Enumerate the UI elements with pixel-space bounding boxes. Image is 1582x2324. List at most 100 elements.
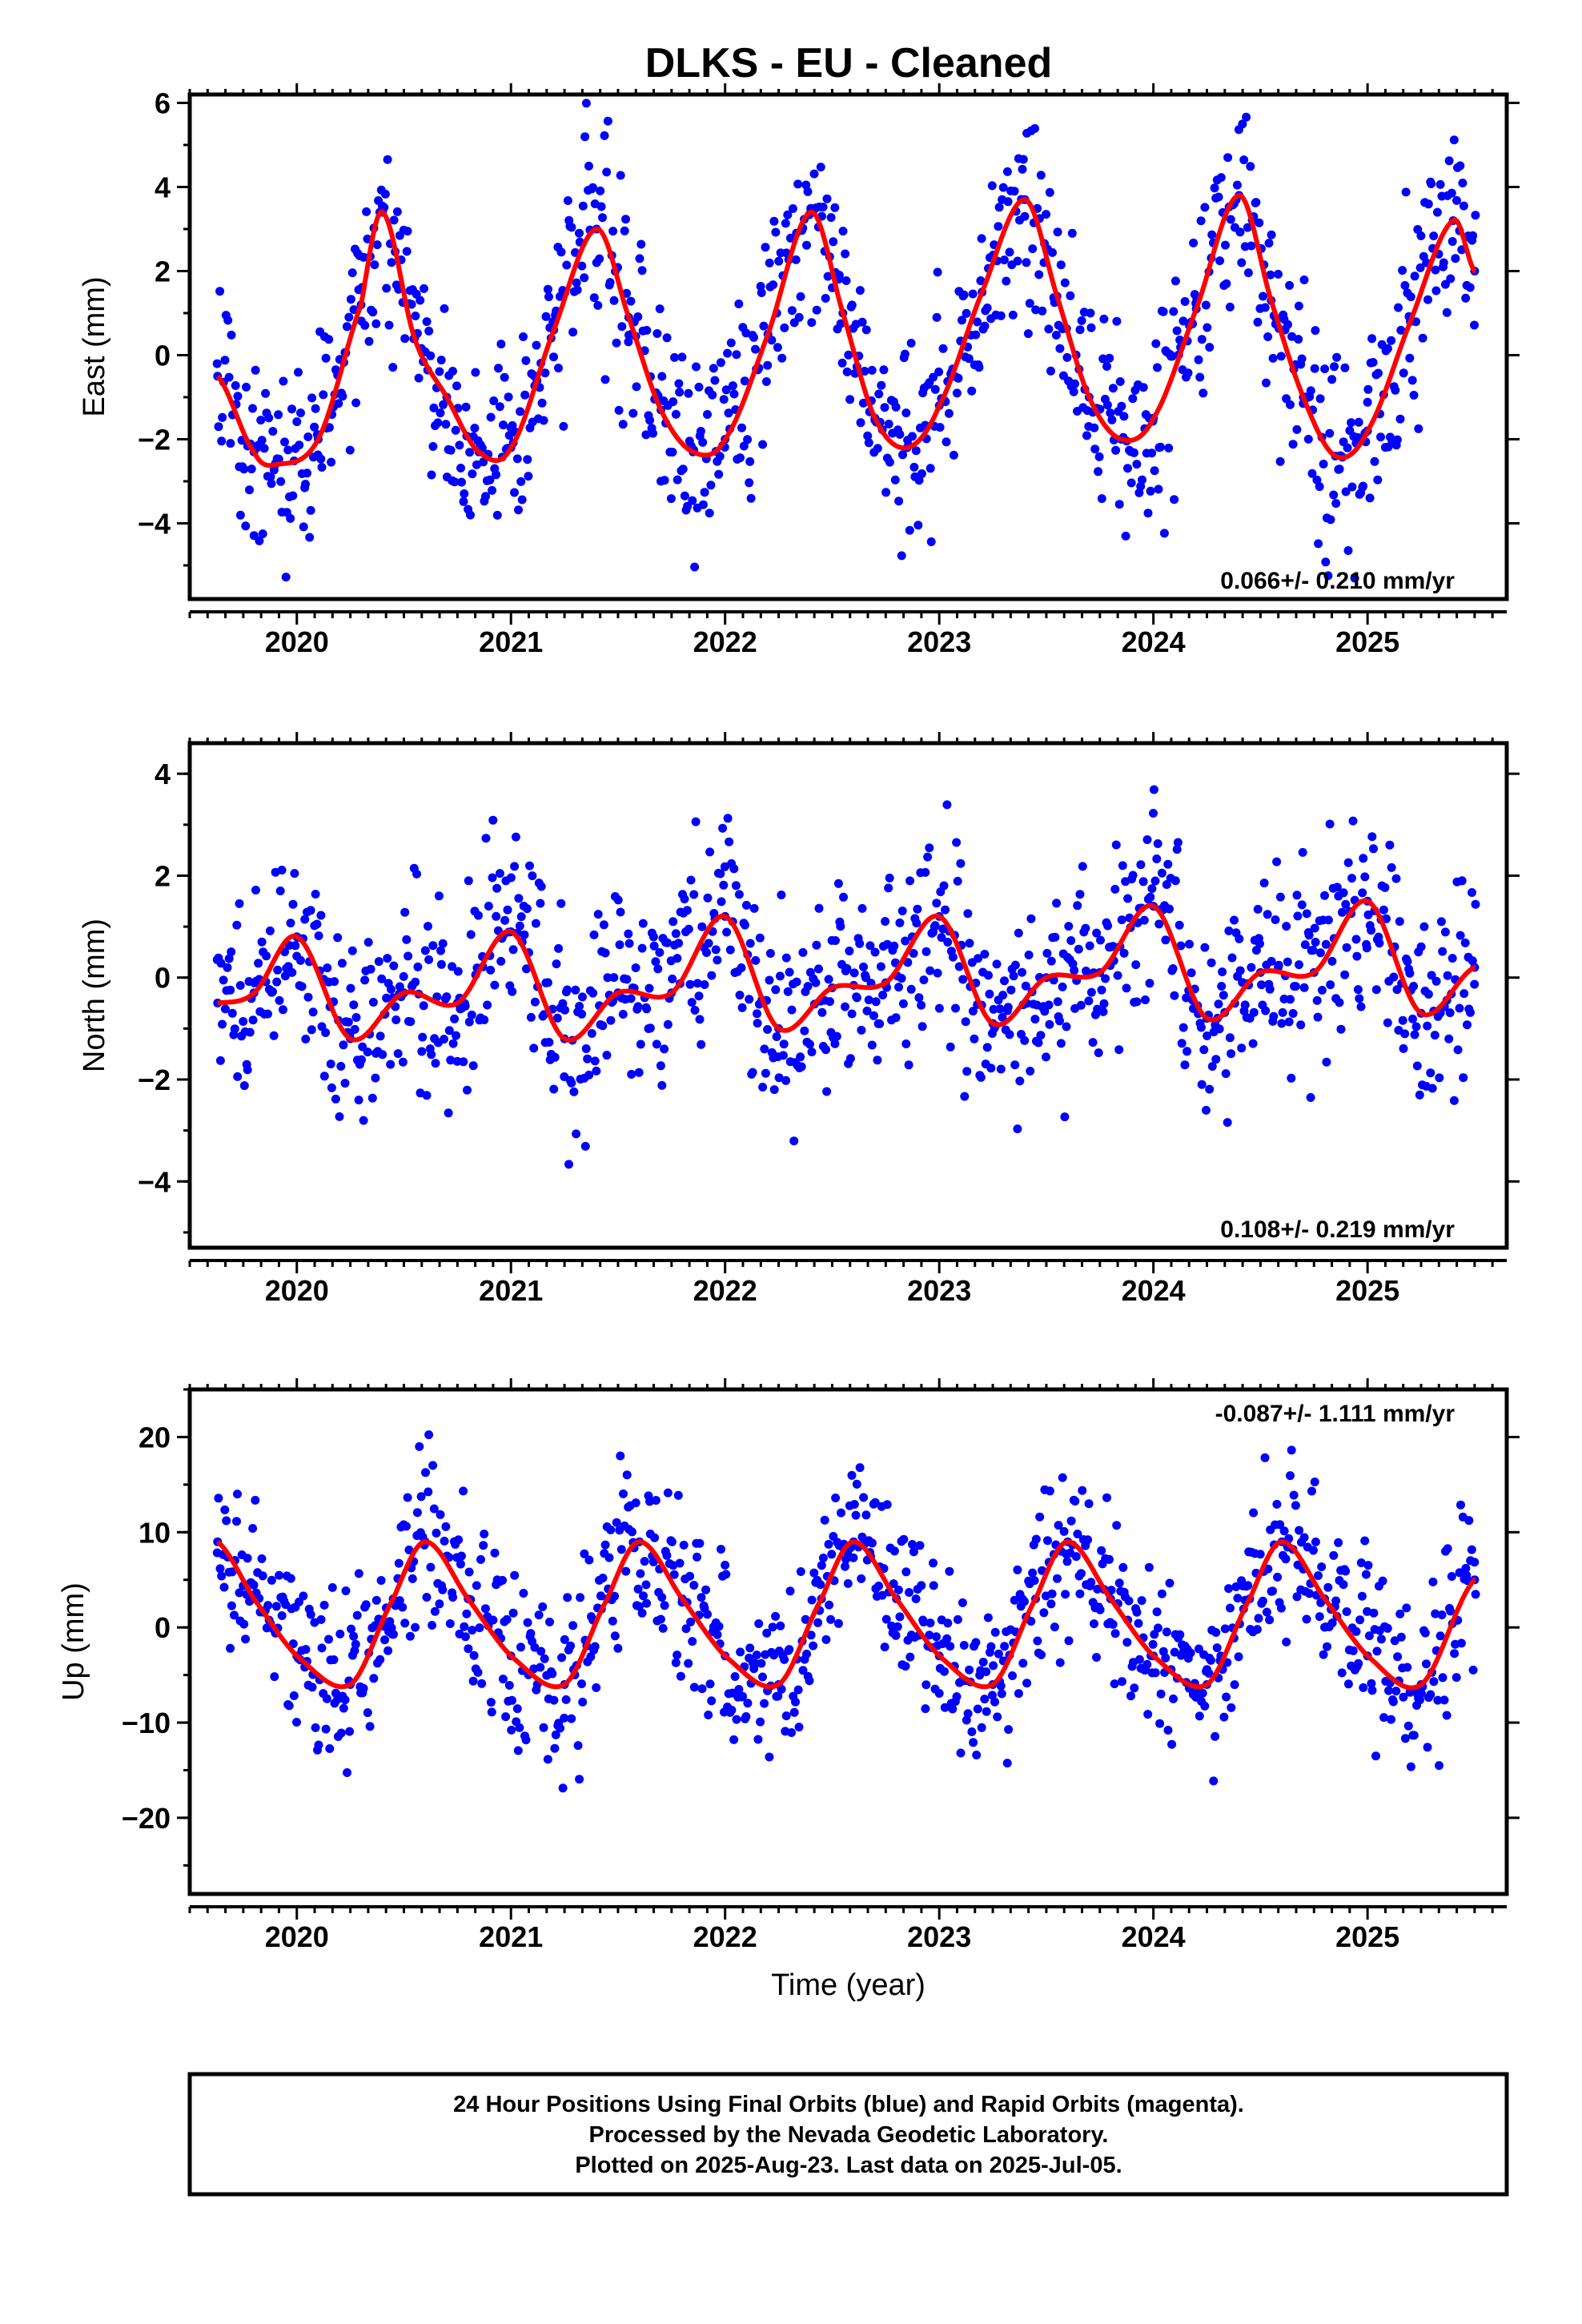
- observation-dot: [444, 1026, 454, 1035]
- observation-dots: [212, 785, 1480, 1169]
- observation-dot: [1235, 227, 1245, 237]
- observation-dot: [990, 1697, 999, 1707]
- observation-dot: [929, 372, 938, 382]
- observation-dot: [1339, 1580, 1348, 1590]
- observation-dot: [698, 500, 708, 509]
- observation-dot: [890, 475, 900, 485]
- observation-dot: [640, 1557, 649, 1566]
- observation-dot: [814, 964, 823, 974]
- observation-dot: [869, 1011, 878, 1020]
- observation-dot: [408, 1574, 417, 1583]
- observation-dot: [796, 1567, 805, 1576]
- observation-dot: [863, 431, 873, 440]
- observation-dot: [416, 1492, 426, 1502]
- x-tick-label: 2025: [1335, 1920, 1399, 1953]
- observation-dot: [468, 1061, 478, 1071]
- observation-dot: [1406, 292, 1415, 302]
- observation-dot: [335, 1629, 345, 1638]
- observation-dot: [452, 1031, 460, 1040]
- observation-dot: [977, 234, 986, 243]
- observation-dot: [1427, 971, 1436, 980]
- y-tick-label: 4: [155, 758, 171, 790]
- observation-dot: [780, 323, 789, 332]
- observation-dot: [976, 276, 986, 285]
- observation-dot: [1216, 173, 1226, 183]
- observation-dot: [470, 424, 480, 433]
- observation-dot: [921, 1704, 930, 1714]
- observation-dot: [485, 475, 495, 485]
- observation-dot: [983, 1613, 993, 1622]
- observation-dot: [737, 963, 746, 972]
- observation-dot: [651, 957, 661, 967]
- observation-dot: [923, 852, 933, 862]
- observation-dot: [1330, 362, 1339, 372]
- observation-dot: [932, 899, 942, 908]
- observation-dot: [369, 1674, 379, 1683]
- observation-dot: [852, 993, 861, 1003]
- observation-dot: [1362, 943, 1371, 953]
- observation-dot: [1108, 1619, 1118, 1629]
- observation-dot: [1275, 456, 1285, 466]
- observation-dot: [821, 294, 830, 303]
- observation-dot: [288, 899, 298, 909]
- observation-dot: [1312, 995, 1322, 1005]
- observation-dot: [1020, 1035, 1030, 1045]
- observation-dot: [227, 947, 236, 957]
- observation-dot: [974, 363, 984, 372]
- observation-dot: [794, 1723, 804, 1732]
- observation-dot: [460, 1001, 470, 1011]
- observation-dot: [560, 1713, 569, 1723]
- observation-dot: [621, 1566, 631, 1576]
- observation-dot: [1162, 1627, 1171, 1637]
- observation-dot: [1428, 1577, 1438, 1586]
- observation-dot: [935, 423, 945, 432]
- observation-dot: [1327, 375, 1337, 384]
- observation-dot: [554, 364, 563, 373]
- observation-dot: [1347, 418, 1356, 428]
- observation-dot: [626, 994, 636, 1003]
- observation-dot: [1117, 401, 1126, 411]
- observation-dot: [1105, 353, 1114, 363]
- observation-dot: [965, 939, 974, 948]
- observation-dot: [273, 965, 283, 975]
- observation-dot: [522, 904, 532, 914]
- observation-dot: [1128, 870, 1138, 880]
- observation-dot: [749, 903, 759, 913]
- observation-dot: [1320, 891, 1329, 900]
- observation-dot: [517, 495, 527, 505]
- observation-dot: [841, 249, 850, 259]
- observation-dot: [1272, 1499, 1282, 1509]
- observation-dot: [307, 1025, 316, 1035]
- observation-dot: [567, 1714, 576, 1723]
- observation-dot: [921, 947, 931, 956]
- observation-dot: [1311, 326, 1320, 336]
- observation-dot: [526, 1629, 536, 1638]
- observation-dot: [501, 1712, 511, 1722]
- observation-dot: [758, 440, 768, 449]
- observation-dot: [214, 1494, 223, 1503]
- observation-dot: [1334, 1538, 1343, 1547]
- observation-dot: [420, 283, 428, 293]
- observation-dot: [1329, 1550, 1339, 1560]
- observation-dot: [494, 364, 503, 373]
- observation-dot: [737, 423, 746, 432]
- observation-dot: [347, 1624, 356, 1634]
- observation-dot: [1118, 861, 1127, 870]
- observation-dot: [905, 876, 914, 886]
- observation-dot: [242, 382, 251, 392]
- observation-dot: [455, 440, 464, 450]
- observation-dot: [1055, 344, 1065, 353]
- observation-dot: [1336, 1024, 1346, 1034]
- observation-dot: [1374, 368, 1383, 378]
- observation-dot: [1000, 976, 1009, 986]
- observation-dot: [215, 1055, 225, 1065]
- observation-dot: [627, 1070, 636, 1079]
- observation-dot: [560, 1005, 569, 1015]
- observation-dot: [763, 360, 773, 370]
- observation-dot: [552, 959, 561, 969]
- observation-dot: [989, 1661, 998, 1671]
- observation-dot: [1352, 951, 1362, 961]
- observation-dot: [1168, 964, 1178, 973]
- observation-dot: [864, 995, 873, 1005]
- observation-dot: [763, 1025, 773, 1034]
